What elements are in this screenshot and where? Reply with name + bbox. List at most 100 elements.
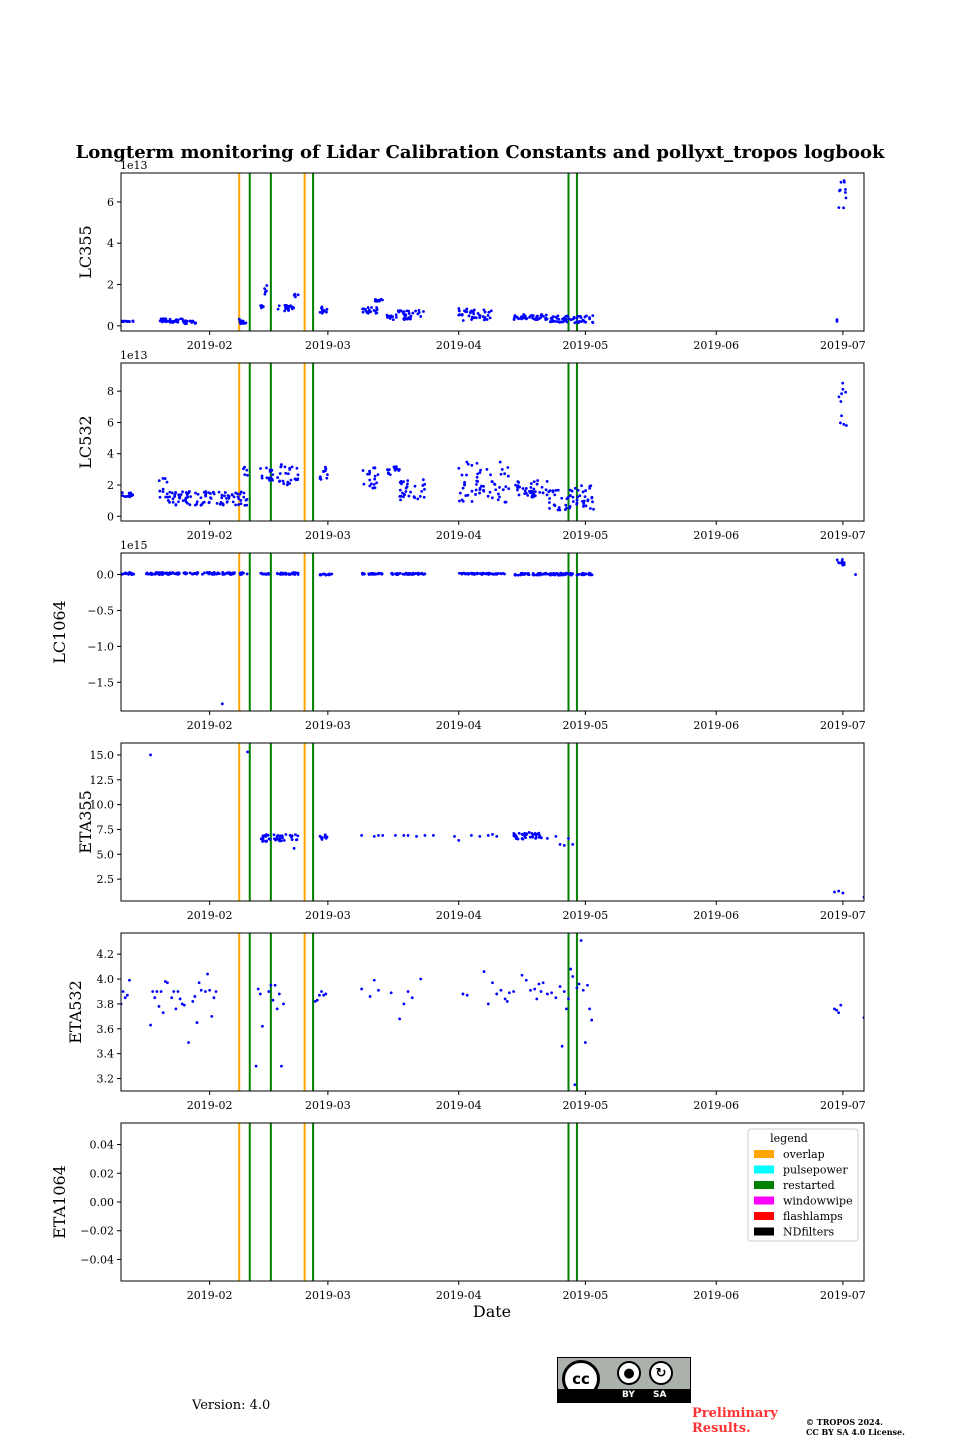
data-point: [470, 489, 474, 493]
data-point: [531, 314, 534, 317]
data-point: [261, 836, 265, 840]
data-point: [165, 319, 169, 323]
data-point: [295, 838, 299, 842]
data-point: [201, 572, 204, 576]
data-point: [842, 422, 846, 426]
data-point: [278, 472, 282, 475]
data-point: [400, 482, 403, 486]
data-point: [556, 488, 560, 492]
data-point: [588, 1007, 591, 1011]
data-point: [208, 988, 212, 992]
data-point: [551, 489, 555, 493]
data-point: [550, 991, 554, 995]
data-point: [195, 500, 199, 504]
x-tick-label: 2019-05: [563, 529, 609, 542]
data-point: [548, 507, 551, 510]
data-point: [556, 572, 560, 576]
data-point: [128, 571, 131, 574]
data-point: [174, 490, 178, 494]
data-point: [845, 424, 848, 427]
data-point: [276, 307, 280, 311]
data-point: [564, 503, 568, 507]
data-point: [402, 1002, 406, 1006]
data-point: [402, 480, 405, 484]
data-point: [239, 502, 243, 506]
data-point: [591, 500, 594, 504]
data-point: [209, 492, 212, 495]
data-point: [423, 834, 427, 837]
x-tick-label: 2019-07: [820, 339, 866, 352]
data-point: [409, 490, 412, 494]
data-point: [288, 482, 292, 485]
data-point: [280, 1064, 283, 1068]
data-point: [324, 992, 328, 996]
data-point: [520, 571, 524, 575]
data-point: [461, 486, 465, 490]
data-point: [245, 503, 249, 507]
data-point: [458, 313, 462, 316]
data-point: [398, 488, 402, 492]
x-tick-label: 2019-06: [693, 909, 739, 922]
data-point: [373, 474, 377, 478]
data-point: [399, 480, 403, 483]
data-point: [485, 318, 489, 321]
data-point: [568, 506, 571, 510]
data-point: [461, 319, 465, 322]
data-point: [290, 305, 294, 309]
y-axis-label: ETA355: [76, 790, 95, 854]
data-point: [406, 572, 410, 575]
data-point: [498, 495, 501, 499]
y-tick-label: 0: [107, 510, 114, 523]
data-point: [414, 309, 418, 313]
data-point: [535, 997, 539, 1001]
data-point: [293, 292, 297, 296]
data-point: [844, 390, 848, 394]
data-point: [159, 571, 163, 574]
y-tick-label: 4.0: [97, 973, 115, 986]
data-point: [493, 572, 497, 576]
data-point: [289, 478, 293, 482]
data-point: [245, 473, 249, 477]
data-point: [835, 1008, 838, 1012]
data-point: [288, 305, 292, 308]
data-point: [488, 316, 492, 320]
data-point: [526, 494, 530, 497]
data-point: [506, 466, 510, 469]
data-point: [539, 990, 543, 993]
data-point: [580, 484, 583, 488]
data-point: [261, 572, 264, 576]
data-point: [219, 501, 223, 504]
data-point: [545, 493, 549, 497]
data-point: [212, 492, 216, 496]
data-point: [524, 487, 528, 490]
data-point: [121, 494, 125, 498]
data-point: [206, 972, 209, 976]
panel-eta355: 2.5 5.0 7.5 10.0 12.5 15.0 2019-02 2019-03 2019-…: [76, 742, 866, 922]
data-point: [520, 973, 524, 977]
legend-label-flashlamps: flashlamps: [783, 1210, 843, 1223]
legend-swatch-pulsepower: [754, 1165, 774, 1174]
data-point: [181, 490, 184, 494]
x-tick-label: 2019-04: [436, 719, 482, 732]
data-point: [192, 572, 196, 575]
data-point: [145, 572, 149, 576]
data-point: [470, 309, 474, 313]
data-point: [469, 834, 473, 837]
data-point: [504, 500, 508, 504]
data-point: [329, 572, 332, 576]
data-point: [464, 494, 468, 497]
data-point: [486, 834, 490, 837]
data-point: [375, 481, 379, 485]
data-point: [486, 494, 490, 498]
data-point: [491, 981, 494, 985]
data-point: [281, 836, 284, 840]
x-tick-label: 2019-07: [820, 719, 866, 732]
data-point: [182, 1003, 186, 1007]
legend: legend overlap pulsepower restarted windowwi…: [747, 1128, 859, 1242]
data-point: [402, 495, 405, 499]
data-point: [153, 996, 157, 1000]
data-point: [514, 483, 517, 487]
data-point: [563, 573, 567, 577]
x-tick-label: 2019-06: [693, 529, 739, 542]
data-point: [475, 461, 479, 465]
